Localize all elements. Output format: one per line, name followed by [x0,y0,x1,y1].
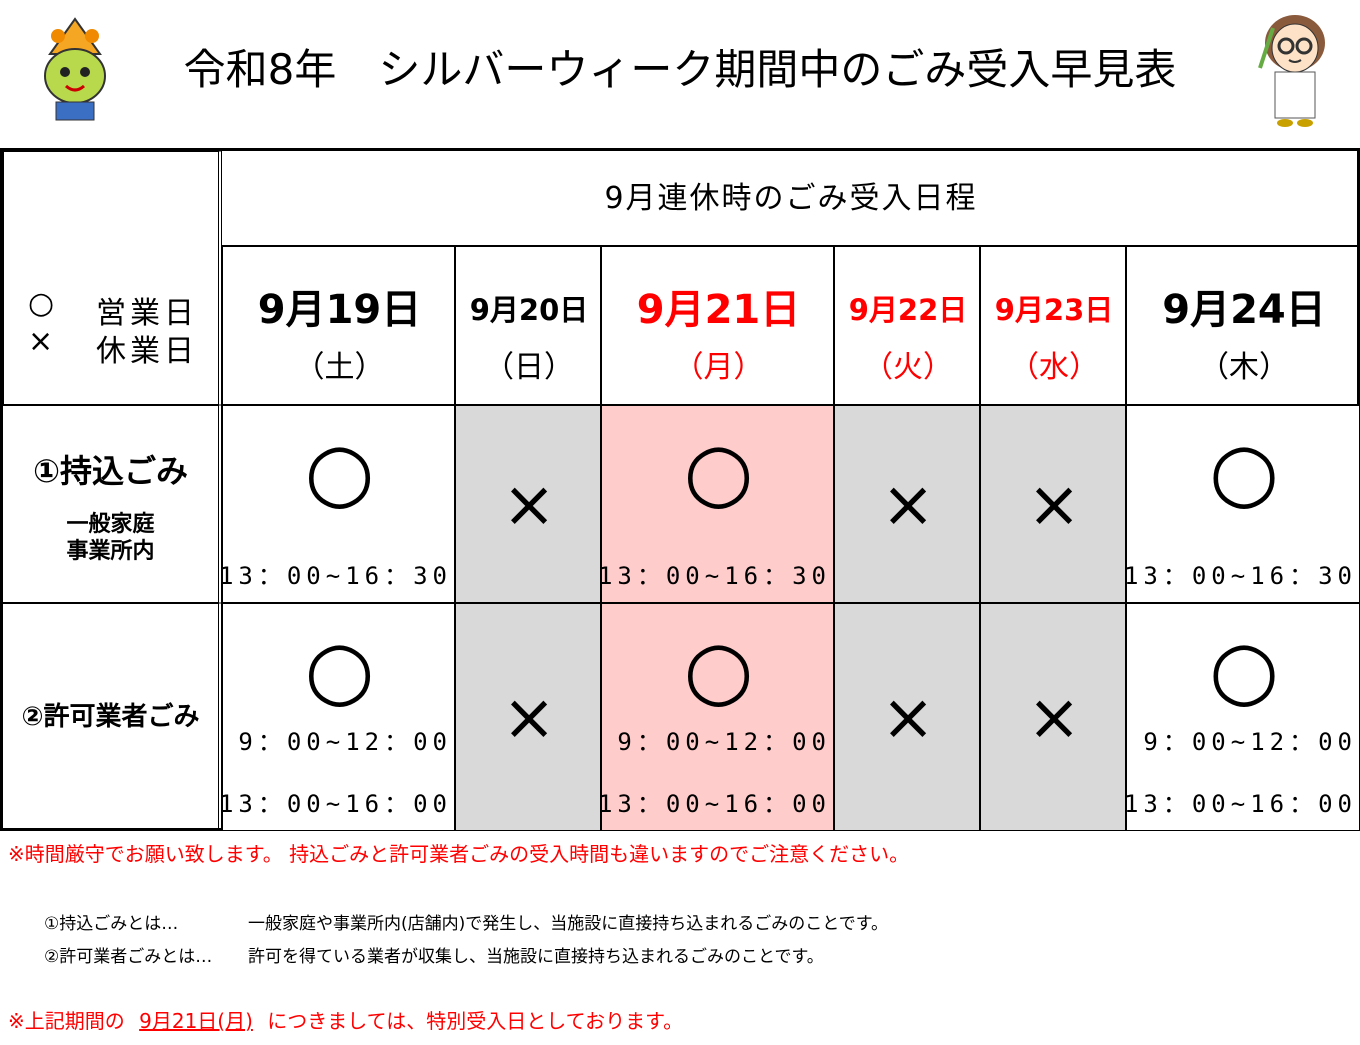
date: 9月20日 [469,293,589,327]
date: 9月21日 [636,287,801,333]
definition-text: 許可を得ている業者が収集し、当施設に直接持ち込まれるごみのことです。 [248,947,824,967]
warning-note: ※時間厳守でお願い致します。 持込ごみと許可業者ごみの受入時間も違いますのでご注… [8,842,910,866]
weekday: （月） [673,350,764,385]
date-cell: 9月19日 （土） [222,246,455,405]
schedule-cell: × [455,603,601,831]
status-mark: ○ [304,623,375,716]
row-sublabel: 一般家庭 [66,512,155,537]
date-cell: 9月24日 （木） [1126,246,1360,405]
legend-text: 休業日 [96,334,198,369]
status-mark: ○ [683,425,754,518]
schedule-cell: ○ 9：00~12：00 13：00~16：00 [1123,603,1360,831]
status-mark: × [881,468,935,542]
legend-cell: ○ 営業日 × 休業日 [3,151,222,405]
schedule-cell: ○ 9：00~12：00 13：00~16：00 [597,603,834,831]
date: 9月19日 [257,287,422,333]
special-after: につきましては、特別受入日としております。 [267,1009,684,1033]
time-range: 9：00~12：00 [1143,728,1357,756]
definition-term: ②許可業者ごみとは… [44,947,213,967]
schedule-cell: ○ 13：00~16：30 [218,405,455,603]
schedule-table: ○ 営業日 × 休業日 9月連休時のごみ受入日程 9月19日 （土） 9月20日 （日） 9月21… [0,148,1360,831]
schedule-cell: ○ 13：00~16：30 [597,405,834,603]
status-mark: ○ [1209,623,1279,716]
status-mark: ○ [304,425,375,518]
page-title: 令和8年 シルバーウィーク期間中のごみ受入早見表 [183,45,1177,94]
time-range: 13：00~16：00 [218,790,452,818]
schedule-cell: ○ 9：00~12：00 13：00~16：00 [218,603,455,831]
schedule-cell: × [455,405,601,603]
status-mark: × [502,681,556,755]
definition-text: 一般家庭や事業所内(店舗内)で発生し、当施設に直接持ち込まれるごみのことです。 [248,914,889,934]
definition-term: ①持込ごみとは… [44,914,179,934]
status-mark: ○ [683,623,754,716]
mascot-right [1258,15,1325,127]
status-mark: × [1027,468,1081,542]
row-label: ①持込ごみ [32,452,189,490]
time-range: 13：00~16：30 [597,562,831,590]
time-range: 9：00~12：00 [238,728,452,756]
mascot-left [44,17,106,121]
weekday: （日） [484,350,574,385]
row-label-cell: ②許可業者ごみ [3,603,222,831]
special-date: 9月21日(月) [139,1009,253,1033]
time-range: 13：00~16：00 [1123,790,1357,818]
row-label: ②許可業者ごみ [21,702,200,732]
weekday: （火） [863,350,953,385]
status-mark: × [881,681,935,755]
time-range: 9：00~12：00 [617,728,831,756]
group-header: 9月連休時のごみ受入日程 [222,151,1360,246]
legend-text: 営業日 [96,296,198,331]
time-range: 13：00~16：00 [597,790,831,818]
schedule-cell: × [980,603,1126,831]
legend-symbol: ○ [28,286,55,321]
date-cell: 9月22日 （火） [834,246,980,405]
special-note: ※上記期間の 9月21日(月) につきましては、特別受入日としております。 [8,1005,683,1034]
weekday: （水） [1009,350,1099,385]
schedule-cell: × [980,405,1126,603]
status-mark: × [1027,681,1081,755]
date: 9月24日 [1162,287,1326,333]
time-range: 13：00~16：30 [1123,562,1357,590]
date-cell: 9月21日 （月） [601,246,834,405]
schedule-cell: × [834,405,980,603]
special-before: ※上記期間の [8,1009,125,1033]
schedule-cell: × [834,603,980,831]
date-cell: 9月20日 （日） [455,246,601,405]
weekday: （土） [294,350,385,385]
date: 9月23日 [994,293,1114,327]
weekday: （木） [1199,350,1289,385]
time-range: 13：00~16：30 [218,562,452,590]
legend-symbol: × [28,324,54,359]
status-mark: ○ [1209,425,1279,518]
date-cell: 9月23日 （水） [980,246,1126,405]
status-mark: × [502,468,556,542]
date: 9月22日 [848,293,968,327]
row-sublabel: 事業所内 [66,539,155,564]
schedule-cell: ○ 13：00~16：30 [1123,405,1360,603]
row-label-cell: ①持込ごみ一般家庭 事業所内 [3,405,222,603]
